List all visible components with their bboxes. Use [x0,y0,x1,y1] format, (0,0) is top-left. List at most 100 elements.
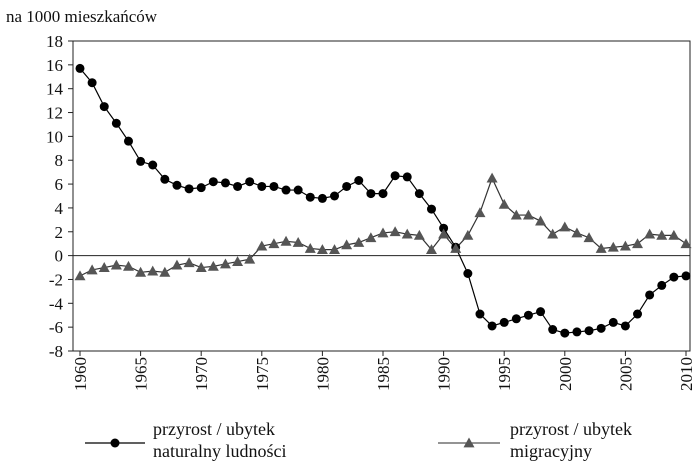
circle-marker [669,272,679,282]
y-tick-label: 0 [55,247,64,266]
triangle-marker [110,259,122,270]
triangle-marker [74,270,86,281]
x-tick-label: 2000 [556,357,575,391]
circle-marker [475,309,485,319]
triangle-marker [595,242,607,253]
triangle-marker [232,256,244,266]
triangle-marker [583,232,595,243]
x-tick-label: 2005 [616,357,635,391]
legend-marker [463,437,475,448]
plot-frame [72,40,691,352]
triangle-marker [183,257,195,268]
triangle-marker [171,259,183,270]
legend-marker [110,438,120,448]
circle-marker [414,189,424,199]
y-tick-label: 8 [55,151,64,170]
circle-marker [342,181,352,191]
circle-marker [560,328,570,338]
circle-marker [123,136,133,146]
triangle-marker [159,266,171,277]
triangle-marker [486,172,498,183]
circle-marker [499,317,509,327]
y-tick-label: -4 [49,294,64,313]
triangle-marker [280,235,292,246]
circle-marker [305,192,315,202]
triangle-marker [413,229,425,240]
circle-marker [233,181,243,191]
circle-marker [536,307,546,317]
triangle-marker [122,260,134,271]
triangle-marker [292,237,304,247]
y-tick-label: -2 [49,270,63,289]
triangle-marker [365,232,377,243]
circle-marker [633,309,643,319]
circle-marker [620,321,630,331]
circle-marker [584,326,594,336]
triangle-marker [547,228,559,239]
triangle-marker [425,244,437,255]
triangle-marker [304,242,316,253]
circle-marker [269,181,279,191]
circle-marker [657,280,667,290]
circle-marker [366,189,376,199]
circle-marker [487,321,497,331]
triangle-marker [244,253,256,264]
triangle-marker [401,228,413,239]
circle-marker [523,310,533,320]
circle-marker [196,183,206,193]
triangle-marker [644,228,656,239]
triangle-marker [147,265,159,276]
circle-marker [402,172,412,182]
circle-marker [317,193,327,203]
y-tick-label: 6 [55,175,64,194]
x-tick-label: 1995 [495,357,514,391]
circle-marker [148,160,158,170]
triangle-marker [316,244,328,255]
triangle-marker [268,238,280,249]
x-tick-label: 1980 [313,357,332,391]
y-tick-label: 2 [55,223,64,242]
triangle-marker [462,229,474,240]
circle-marker [99,102,109,112]
triangle-marker [522,209,534,220]
triangle-marker [135,266,147,277]
y-tick-label: 18 [46,32,63,51]
circle-marker [548,325,558,335]
x-tick-label: 1960 [71,357,90,391]
triangle-marker [219,258,231,269]
circle-marker [330,191,340,201]
circle-marker [596,323,606,333]
triangle-marker [98,262,110,272]
triangle-marker [656,229,668,240]
circle-marker [439,223,449,233]
circle-marker [184,184,194,194]
triangle-marker [389,226,401,237]
x-tick-label: 2010 [677,357,696,391]
triangle-marker [256,240,268,251]
circle-marker [160,174,170,184]
y-tick-label: 4 [55,199,64,218]
triangle-marker [510,209,522,220]
triangle-marker [680,238,692,249]
circle-marker [136,156,146,166]
x-tick-label: 1970 [192,357,211,391]
circle-marker [608,317,618,327]
triangle-marker [474,207,486,218]
triangle-marker [571,227,583,238]
circle-marker [645,290,655,300]
circle-marker [220,178,230,188]
y-tick-label: 10 [46,127,63,146]
triangle-marker [438,228,450,239]
circle-marker [293,185,303,195]
y-axis-label: na 1000 mieszkańców [6,7,158,26]
triangle-marker [207,260,219,271]
triangle-marker [450,242,462,253]
circle-marker [281,185,291,195]
triangle-marker [86,264,98,275]
x-tick-label: 1965 [132,357,151,391]
triangle-marker [353,237,365,247]
x-tick-label: 1990 [435,357,454,391]
y-tick-label: 14 [46,80,64,99]
x-tick-label: 1985 [374,357,393,391]
